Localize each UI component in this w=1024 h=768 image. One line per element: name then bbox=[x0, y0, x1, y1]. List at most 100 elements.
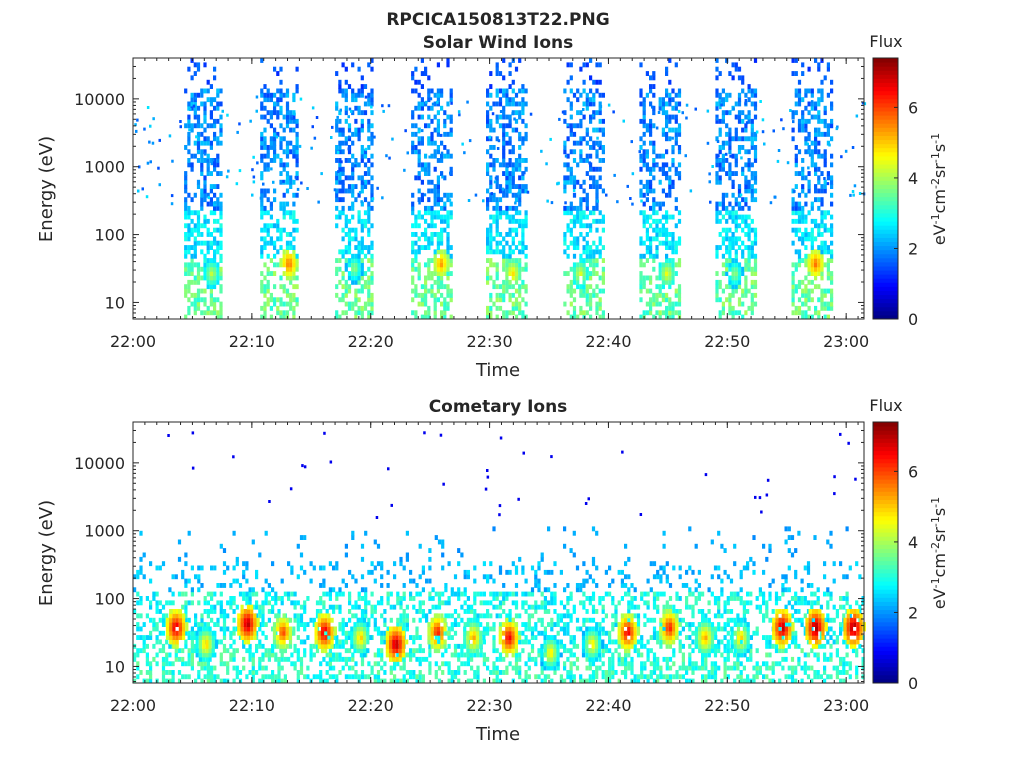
flux-cell bbox=[719, 106, 722, 110]
colorbar-swatch bbox=[873, 115, 898, 120]
flux-cell bbox=[354, 600, 358, 606]
flux-cell bbox=[325, 630, 329, 636]
flux-cell bbox=[290, 600, 294, 606]
flux-cell bbox=[299, 97, 303, 101]
flux-cell bbox=[498, 88, 503, 94]
flux-cell bbox=[486, 279, 490, 285]
flux-cell bbox=[658, 105, 662, 111]
flux-cell bbox=[826, 92, 830, 98]
flux-cell bbox=[753, 284, 758, 290]
flux-cell bbox=[521, 232, 525, 237]
flux-cell bbox=[338, 188, 342, 194]
flux-cell bbox=[466, 617, 470, 623]
flux-cell bbox=[260, 249, 264, 255]
flux-cell bbox=[206, 305, 210, 311]
flux-cell bbox=[753, 149, 758, 155]
flux-cell bbox=[524, 301, 528, 307]
flux-cell bbox=[376, 600, 381, 606]
flux-cell bbox=[193, 292, 197, 298]
flux-cell bbox=[492, 670, 496, 675]
flux-cell bbox=[367, 158, 371, 163]
flux-cell bbox=[203, 596, 207, 601]
flux-cell bbox=[449, 258, 453, 263]
flux-cell bbox=[299, 665, 304, 671]
flux-cell bbox=[706, 141, 710, 145]
flux-cell bbox=[457, 587, 461, 593]
flux-cell bbox=[380, 665, 384, 671]
flux-cell bbox=[263, 140, 267, 146]
flux-cell bbox=[569, 205, 573, 211]
flux-cell bbox=[589, 305, 593, 311]
flux-cell bbox=[807, 232, 811, 237]
flux-cell bbox=[187, 149, 191, 155]
flux-cell bbox=[731, 292, 735, 298]
flux-cell bbox=[216, 600, 220, 606]
flux-cell bbox=[810, 162, 814, 168]
flux-cell bbox=[563, 179, 567, 185]
flux-cell bbox=[495, 284, 499, 290]
flux-cell bbox=[718, 101, 722, 107]
flux-cell bbox=[595, 205, 599, 211]
flux-cell bbox=[744, 175, 748, 181]
flux-cell bbox=[414, 284, 418, 290]
flux-cell bbox=[161, 678, 166, 684]
flux-cell bbox=[830, 162, 834, 168]
flux-cell bbox=[814, 162, 818, 168]
flux-cell bbox=[718, 127, 722, 133]
flux-cell bbox=[731, 218, 735, 224]
flux-cell bbox=[184, 249, 188, 255]
flux-cell bbox=[505, 232, 509, 237]
flux-cell bbox=[354, 258, 358, 263]
flux-cell bbox=[315, 609, 320, 614]
flux-cell bbox=[351, 674, 355, 680]
flux-cell bbox=[505, 140, 509, 146]
flux-cell bbox=[443, 314, 447, 320]
flux-cell bbox=[260, 131, 264, 137]
flux-cell bbox=[446, 131, 450, 137]
flux-cell bbox=[498, 210, 503, 216]
flux-cell bbox=[347, 147, 350, 151]
flux-cell bbox=[405, 626, 409, 632]
flux-cell bbox=[424, 301, 428, 307]
flux-cell bbox=[380, 596, 384, 601]
flux-cell bbox=[658, 201, 662, 207]
flux-cell bbox=[399, 604, 403, 610]
flux-cell bbox=[328, 587, 332, 593]
flux-cell bbox=[582, 262, 586, 268]
flux-cell bbox=[264, 648, 268, 654]
flux-cell bbox=[417, 105, 421, 111]
flux-cell bbox=[266, 288, 270, 294]
flux-cell bbox=[518, 223, 522, 229]
flux-cell bbox=[823, 288, 827, 294]
flux-cell bbox=[341, 622, 345, 627]
flux-cell bbox=[203, 62, 207, 68]
flux-cell bbox=[585, 153, 589, 159]
flux-cell bbox=[373, 661, 377, 667]
flux-cell bbox=[665, 149, 669, 155]
flux-cell bbox=[436, 88, 440, 94]
flux-cell bbox=[274, 656, 278, 662]
flux-cell bbox=[721, 145, 725, 150]
flux-cell bbox=[744, 188, 748, 194]
flux-cell bbox=[498, 652, 503, 658]
flux-cell bbox=[260, 101, 264, 107]
flux-cell bbox=[441, 175, 444, 179]
flux-cell bbox=[357, 192, 361, 198]
flux-cell bbox=[642, 192, 646, 198]
flux-cell bbox=[715, 88, 719, 94]
flux-cell bbox=[498, 613, 503, 619]
flux-cell bbox=[273, 245, 277, 250]
flux-cell bbox=[285, 140, 290, 146]
flux-cell bbox=[139, 596, 143, 601]
flux-cell bbox=[747, 258, 751, 263]
flux-cell bbox=[155, 600, 159, 606]
flux-cell bbox=[572, 236, 577, 242]
flux-cell bbox=[360, 674, 365, 680]
flux-cell bbox=[412, 617, 416, 623]
flux-cell bbox=[357, 110, 361, 116]
flux-cell bbox=[595, 292, 599, 298]
flux-cell bbox=[252, 155, 255, 159]
flux-cell bbox=[430, 179, 434, 185]
flux-cell bbox=[715, 279, 719, 285]
flux-cell bbox=[524, 635, 528, 640]
